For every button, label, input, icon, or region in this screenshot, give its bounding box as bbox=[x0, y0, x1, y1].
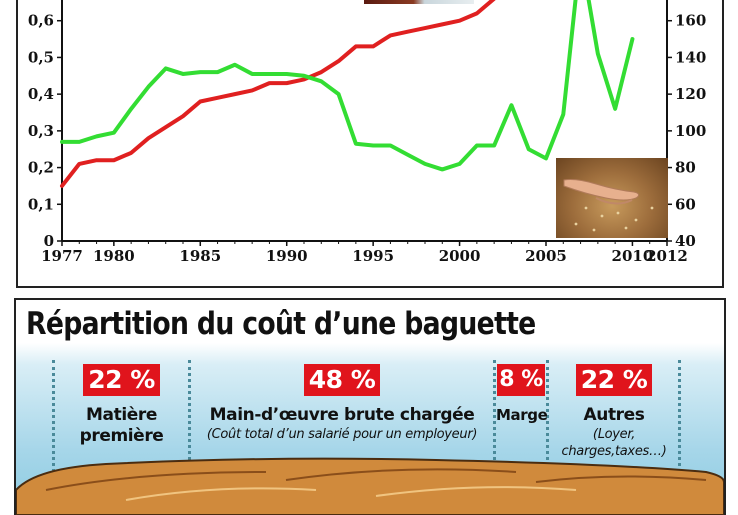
segment-label: Main-d’œuvre brute chargée bbox=[209, 405, 475, 425]
y-right-tick-label: 40 bbox=[675, 232, 696, 250]
segment-divider bbox=[52, 360, 55, 515]
segment-label: Matière première bbox=[79, 405, 164, 446]
x-tick-label: 1995 bbox=[352, 247, 394, 265]
x-tick-label: 1980 bbox=[93, 247, 135, 265]
y-right-tick-label: 60 bbox=[675, 195, 696, 213]
segment-note: (Coût total d’un salarié pour un employe… bbox=[206, 427, 478, 442]
segment-margin: 8 % Marge bbox=[496, 364, 548, 426]
y-left-tick-label: 0,4 bbox=[28, 85, 54, 103]
y-left-tick-label: 0,6 bbox=[28, 12, 54, 30]
percent-badge: 48 % bbox=[303, 364, 381, 396]
x-tick-label: 1990 bbox=[266, 247, 308, 265]
percent-badge: 22 % bbox=[575, 364, 653, 396]
segment-note: charges,taxes…) bbox=[561, 444, 667, 459]
baguette-illustration bbox=[16, 457, 724, 515]
y-right-tick-label: 80 bbox=[675, 159, 696, 177]
x-tick-label: 1977 bbox=[41, 247, 83, 265]
segment-divider bbox=[678, 360, 681, 515]
percent-badge: 22 % bbox=[83, 364, 160, 396]
segment-label: Autres bbox=[583, 405, 645, 425]
segment-label: Marge bbox=[496, 406, 548, 424]
segment-raw-material: 22 % Matière première bbox=[55, 364, 188, 447]
segment-divider bbox=[188, 360, 191, 515]
series-line-green bbox=[60, 0, 635, 172]
y-right-tick-label: 140 bbox=[675, 48, 706, 66]
x-tick-label: 2012 bbox=[646, 247, 688, 265]
percent-badge: 8 % bbox=[497, 364, 545, 396]
y-left-tick-label: 0 bbox=[44, 232, 54, 250]
y-left-tick-label: 0,5 bbox=[28, 48, 54, 66]
x-tick-label: 2005 bbox=[525, 247, 567, 265]
chart-panel: 1977 1980 1985 1990 1995 2000 2005 2010 2012 0 0,1… bbox=[16, 0, 724, 288]
series-line-red bbox=[60, 0, 496, 188]
x-tick-label: 2000 bbox=[439, 247, 481, 265]
y-right-tick-label: 100 bbox=[675, 122, 706, 140]
segment-divider bbox=[493, 360, 496, 515]
cost-breakdown-title: Répartition du coût d’une baguette bbox=[26, 306, 536, 342]
cost-breakdown-panel: Répartition du coût d’une baguette 22 % … bbox=[14, 298, 726, 515]
segment-other: 22 % Autres (Loyer, charges,taxes…) bbox=[550, 364, 678, 460]
y-left-tick-label: 0,1 bbox=[28, 195, 54, 213]
segment-labor: 48 % Main-d’œuvre brute chargée (Coût to… bbox=[192, 364, 492, 443]
grain-photo bbox=[556, 158, 668, 238]
hand-with-grain-icon bbox=[563, 179, 654, 232]
y-right-tick-label: 160 bbox=[675, 12, 706, 30]
x-tick-label: 2010 bbox=[612, 247, 654, 265]
x-tick-label: 1985 bbox=[179, 247, 221, 265]
y-left-tick-label: 0,3 bbox=[28, 122, 54, 140]
photo-top-thumbnail bbox=[364, 0, 474, 4]
segment-divider bbox=[546, 360, 549, 515]
segment-note: (Loyer, bbox=[592, 427, 636, 442]
y-right-tick-label: 120 bbox=[675, 85, 706, 103]
y-left-tick-label: 0,2 bbox=[28, 159, 54, 177]
